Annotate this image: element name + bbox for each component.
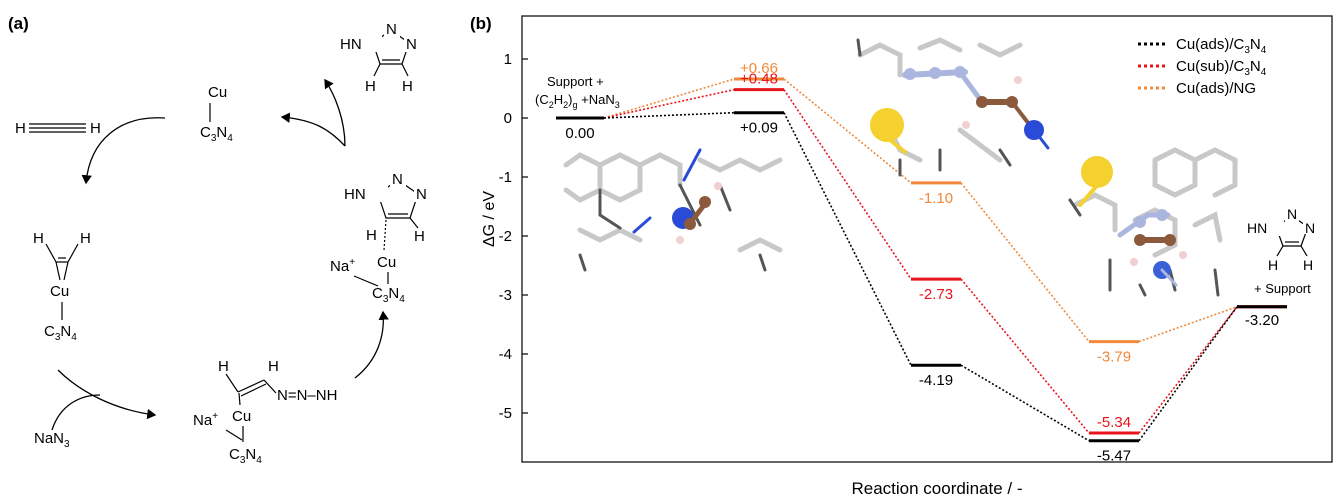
triazolide-cu: Cu: [377, 254, 396, 271]
start-label-line1: Support +: [547, 74, 604, 89]
triazole-h-left: H: [365, 78, 376, 95]
pi-cu-label: Cu: [50, 283, 69, 300]
arrow-3: [354, 310, 389, 379]
pi-h-left: H: [33, 230, 44, 247]
vinyl-cu-label: Cu: [232, 408, 251, 425]
vinyl-h-left: H: [218, 358, 229, 375]
triazole-h-right: H: [402, 78, 413, 95]
connector-Cu(ads)/NG: [1138, 306, 1238, 343]
y-axis-label: ΔG / eV: [481, 191, 498, 247]
y-tick-label: -2: [499, 228, 512, 245]
y-tick-label: -3: [499, 287, 512, 304]
value-label-Cu(ads)/C3N4-4: -3.20: [1245, 312, 1279, 329]
start-state-label: Support + (C2H2)g +NaN3: [535, 74, 620, 110]
energy-profile-chart: 1 0 -1 -2 -3 -4 -5 Reaction coordinate / - ΔG / …: [481, 15, 1333, 498]
connector-Cu(ads)/C3N4: [960, 364, 1090, 442]
plot-frame: [521, 15, 1333, 463]
value-label-Cu(ads)/C3N4-3: -5.47: [1097, 448, 1131, 465]
catalyst-cu-c3n4: Cu C3N4: [200, 84, 233, 144]
azide-label: N=N–NH: [277, 387, 337, 404]
y-tick-label: 1: [504, 51, 512, 68]
triazole-n-right: N: [406, 36, 417, 53]
y-tick-label: -5: [499, 405, 512, 422]
structure-image-3: [1068, 147, 1238, 297]
connector-Cu(ads)/NG: [603, 78, 735, 119]
end-triazole-hn: HN: [1247, 220, 1267, 236]
triazolide-n-top: N: [392, 171, 403, 188]
y-tick-label: 0: [504, 110, 512, 127]
end-triazole-n-top: N: [1287, 206, 1297, 222]
catalyst-cu-label: Cu: [208, 84, 227, 101]
connector-Cu(ads)/C3N4: [1138, 306, 1238, 442]
vinyl-c3n4-label: C3N4: [229, 446, 262, 466]
sulfur-atom-2: [1081, 156, 1113, 188]
value-label-Cu(ads)/C3N4-1: +0.09: [740, 120, 778, 137]
value-label-Cu(ads)/NG-1: +0.66: [740, 60, 778, 77]
acetylene: H H: [15, 120, 101, 137]
triazole-hn: HN: [340, 36, 362, 53]
acetylene-h-left: H: [15, 120, 26, 137]
structure-image-2: [856, 37, 1050, 177]
panel-b-label: (b): [470, 14, 492, 33]
value-label-Cu(sub)/C3N4-3: -5.34: [1097, 414, 1131, 431]
triazolide-h-left: H: [366, 227, 377, 244]
triazolide-c3n4: C3N4: [372, 285, 405, 305]
triazole-n-top: N: [386, 21, 397, 38]
catalyst-c3n4-label: C3N4: [200, 124, 233, 144]
vinyl-azide-complex: H H N=N–NH Cu Na+ C3N4: [193, 358, 337, 466]
value-label-Cu(ads)/NG-2: -1.10: [919, 190, 953, 207]
triazolide-n-right: N: [416, 186, 427, 203]
pi-h-right: H: [80, 230, 91, 247]
end-support-label: + Support: [1254, 281, 1311, 296]
connector-Cu(sub)/C3N4: [1138, 306, 1238, 434]
value-label-Cu(sub)/C3N4-2: -2.73: [919, 286, 953, 303]
triazolide-hn: HN: [344, 186, 366, 203]
legend-label-Cu(ads)/NG: Cu(ads)/NG: [1176, 80, 1256, 97]
vinyl-h-right: H: [268, 358, 279, 375]
start-label-line2: (C2H2)g +NaN3: [535, 92, 620, 110]
value-label-Cu(sub)/C3N4-1: +0.48: [740, 71, 778, 88]
arrow-2: [57, 369, 157, 420]
triazolide-na: Na+: [330, 257, 355, 275]
structure-image-1: [563, 148, 783, 272]
triazolide-complex: HN N N H H Cu Na+ C3N4: [330, 171, 430, 305]
panel-a-reaction-cycle: (a) H H Cu C3N4 H H Cu C3N4: [8, 14, 430, 466]
arrow-2-branch: [51, 394, 101, 431]
legend-label-Cu(ads)/C3N4: Cu(ads)/C3N4: [1176, 36, 1267, 56]
sulfur-atom-1: [870, 108, 904, 142]
connector-Cu(ads)/C3N4: [783, 112, 912, 366]
end-state-product: HN N N H H + Support: [1247, 206, 1317, 296]
acetylene-h-right: H: [90, 120, 101, 137]
connector-Cu(sub)/C3N4: [960, 278, 1090, 434]
panel-a-label: (a): [8, 14, 29, 33]
connector-Cu(ads)/C3N4: [603, 111, 735, 119]
legend-label-Cu(sub)/C3N4: Cu(sub)/C3N4: [1176, 58, 1267, 78]
arrow-4: [280, 112, 346, 147]
y-tick-label: -1: [499, 169, 512, 186]
value-label-Cu(ads)/NG-3: -3.79: [1097, 349, 1131, 366]
triazolide-h: H: [414, 228, 425, 245]
end-triazole-h-left: H: [1268, 257, 1278, 273]
connector-Cu(ads)/NG: [783, 78, 912, 184]
arrow-1: [81, 117, 166, 185]
connector-Cu(sub)/C3N4: [603, 88, 735, 119]
pi-c3n4-label: C3N4: [44, 323, 77, 343]
cycle-arrows: [51, 78, 389, 431]
x-axis-label: Reaction coordinate / -: [851, 479, 1022, 498]
triazole-product: HN N N H H: [340, 21, 420, 95]
y-tick-label: -4: [499, 346, 512, 363]
value-label-Cu(ads)/C3N4-2: -4.19: [919, 372, 953, 389]
end-triazole-n-right: N: [1305, 220, 1315, 236]
connector-Cu(ads)/NG: [960, 182, 1090, 343]
value-label-Cu(ads)/C3N4-0: 0.00: [565, 125, 594, 142]
pi-complex: H H Cu C3N4: [33, 230, 91, 343]
end-triazole-h-right: H: [1303, 257, 1313, 273]
vinyl-na-label: Na+: [193, 411, 218, 429]
arrow-5: [324, 78, 346, 147]
nan3-label: NaN3: [34, 430, 70, 450]
